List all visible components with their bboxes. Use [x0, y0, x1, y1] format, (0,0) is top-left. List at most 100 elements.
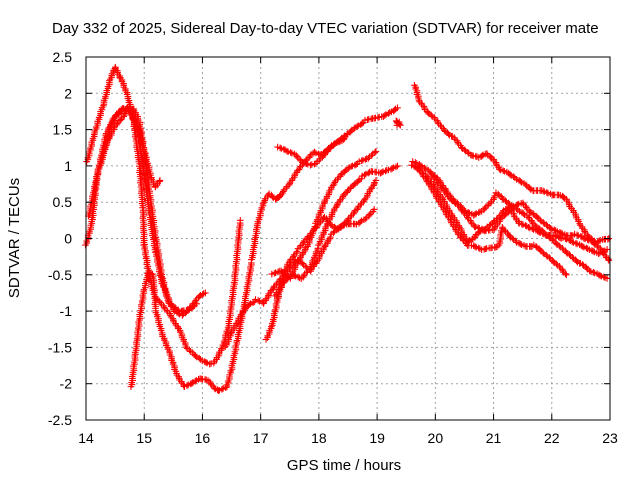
- data-point: [286, 264, 293, 272]
- data-point: [283, 147, 291, 155]
- data-point: [397, 121, 404, 129]
- y-axis-label: SDTVAR / TECUs: [6, 178, 23, 298]
- data-point: [339, 222, 347, 230]
- data-point: [525, 223, 532, 231]
- data-point: [174, 306, 182, 314]
- data-point: [547, 225, 554, 232]
- data-point: [330, 229, 337, 237]
- data-point: [586, 267, 593, 275]
- data-point: [548, 236, 556, 243]
- data-point: [464, 148, 472, 156]
- data-point: [306, 266, 313, 273]
- data-point: [522, 202, 529, 210]
- data-point: [528, 217, 535, 224]
- data-point: [268, 323, 275, 331]
- data-point: [444, 191, 451, 199]
- series-L: [392, 117, 404, 129]
- data-point: [358, 157, 365, 165]
- data-point: [299, 273, 307, 281]
- data-point: [183, 382, 191, 390]
- data-point: [433, 117, 441, 124]
- x-tick-label: 23: [602, 430, 618, 446]
- data-point: [156, 177, 164, 184]
- data-point: [306, 152, 314, 160]
- data-point: [566, 251, 573, 258]
- data-point: [496, 218, 503, 225]
- data-point: [453, 137, 461, 145]
- data-point: [388, 165, 396, 172]
- data-point: [536, 246, 544, 254]
- series-D: [96, 103, 164, 191]
- data-point: [519, 210, 527, 217]
- data-point: [457, 204, 464, 212]
- series-E: [127, 190, 285, 395]
- data-point: [202, 289, 209, 297]
- data-point: [259, 200, 267, 208]
- data-point: [335, 223, 343, 231]
- data-point: [335, 138, 343, 146]
- data-point: [589, 247, 597, 255]
- data-point: [491, 192, 499, 200]
- series-K: [274, 133, 349, 169]
- y-tick-label: 2.5: [53, 49, 73, 65]
- data-point: [329, 182, 337, 189]
- data-point: [282, 184, 290, 192]
- data-point: [186, 346, 193, 354]
- y-tick-label: 2: [64, 85, 72, 101]
- data-point: [366, 211, 374, 218]
- data-point: [517, 178, 524, 185]
- data-point: [113, 121, 121, 129]
- data-point: [543, 221, 550, 229]
- data-point: [312, 260, 320, 267]
- data-point: [87, 221, 95, 229]
- data-point: [558, 266, 566, 273]
- data-point: [371, 149, 379, 156]
- y-tick-label: -1.5: [48, 339, 72, 355]
- data-point: [340, 191, 347, 199]
- data-point: [467, 217, 474, 224]
- data-point: [562, 270, 569, 277]
- data-point: [370, 206, 378, 213]
- data-point: [284, 272, 291, 279]
- data-point: [539, 187, 547, 195]
- data-point: [443, 190, 450, 197]
- data-point: [471, 211, 479, 218]
- data-point: [339, 194, 346, 202]
- data-point: [287, 149, 294, 156]
- series-G: [262, 206, 378, 343]
- data-point: [365, 154, 372, 162]
- data-point: [603, 275, 611, 282]
- data-point: [496, 165, 503, 173]
- data-point: [590, 268, 597, 276]
- data-point: [245, 301, 253, 308]
- y-tick-label: -1: [60, 303, 73, 319]
- data-point: [595, 237, 603, 245]
- data-point: [579, 243, 586, 250]
- data-point: [563, 271, 570, 279]
- data-point: [106, 77, 113, 85]
- data-point: [114, 110, 122, 118]
- data-point: [410, 162, 418, 170]
- data-point: [316, 156, 323, 164]
- data-point: [551, 232, 559, 239]
- data-point: [517, 240, 524, 248]
- data-point: [600, 273, 608, 281]
- data-point: [295, 166, 303, 173]
- data-point: [518, 220, 526, 228]
- data-point: [269, 193, 276, 200]
- x-tick-label: 19: [369, 430, 385, 446]
- data-point: [378, 169, 386, 176]
- data-point: [121, 111, 128, 119]
- data-point: [474, 224, 482, 231]
- data-point: [361, 171, 368, 179]
- data-point: [227, 330, 234, 338]
- y-tick-label: 1: [64, 158, 72, 174]
- data-point: [218, 386, 226, 393]
- x-tick-label: 15: [136, 430, 152, 446]
- y-tick-label: -2.5: [48, 412, 72, 428]
- data-point: [350, 210, 357, 218]
- data-point: [372, 148, 380, 155]
- data-point: [562, 235, 569, 242]
- data-point: [293, 248, 301, 255]
- data-point: [271, 270, 278, 277]
